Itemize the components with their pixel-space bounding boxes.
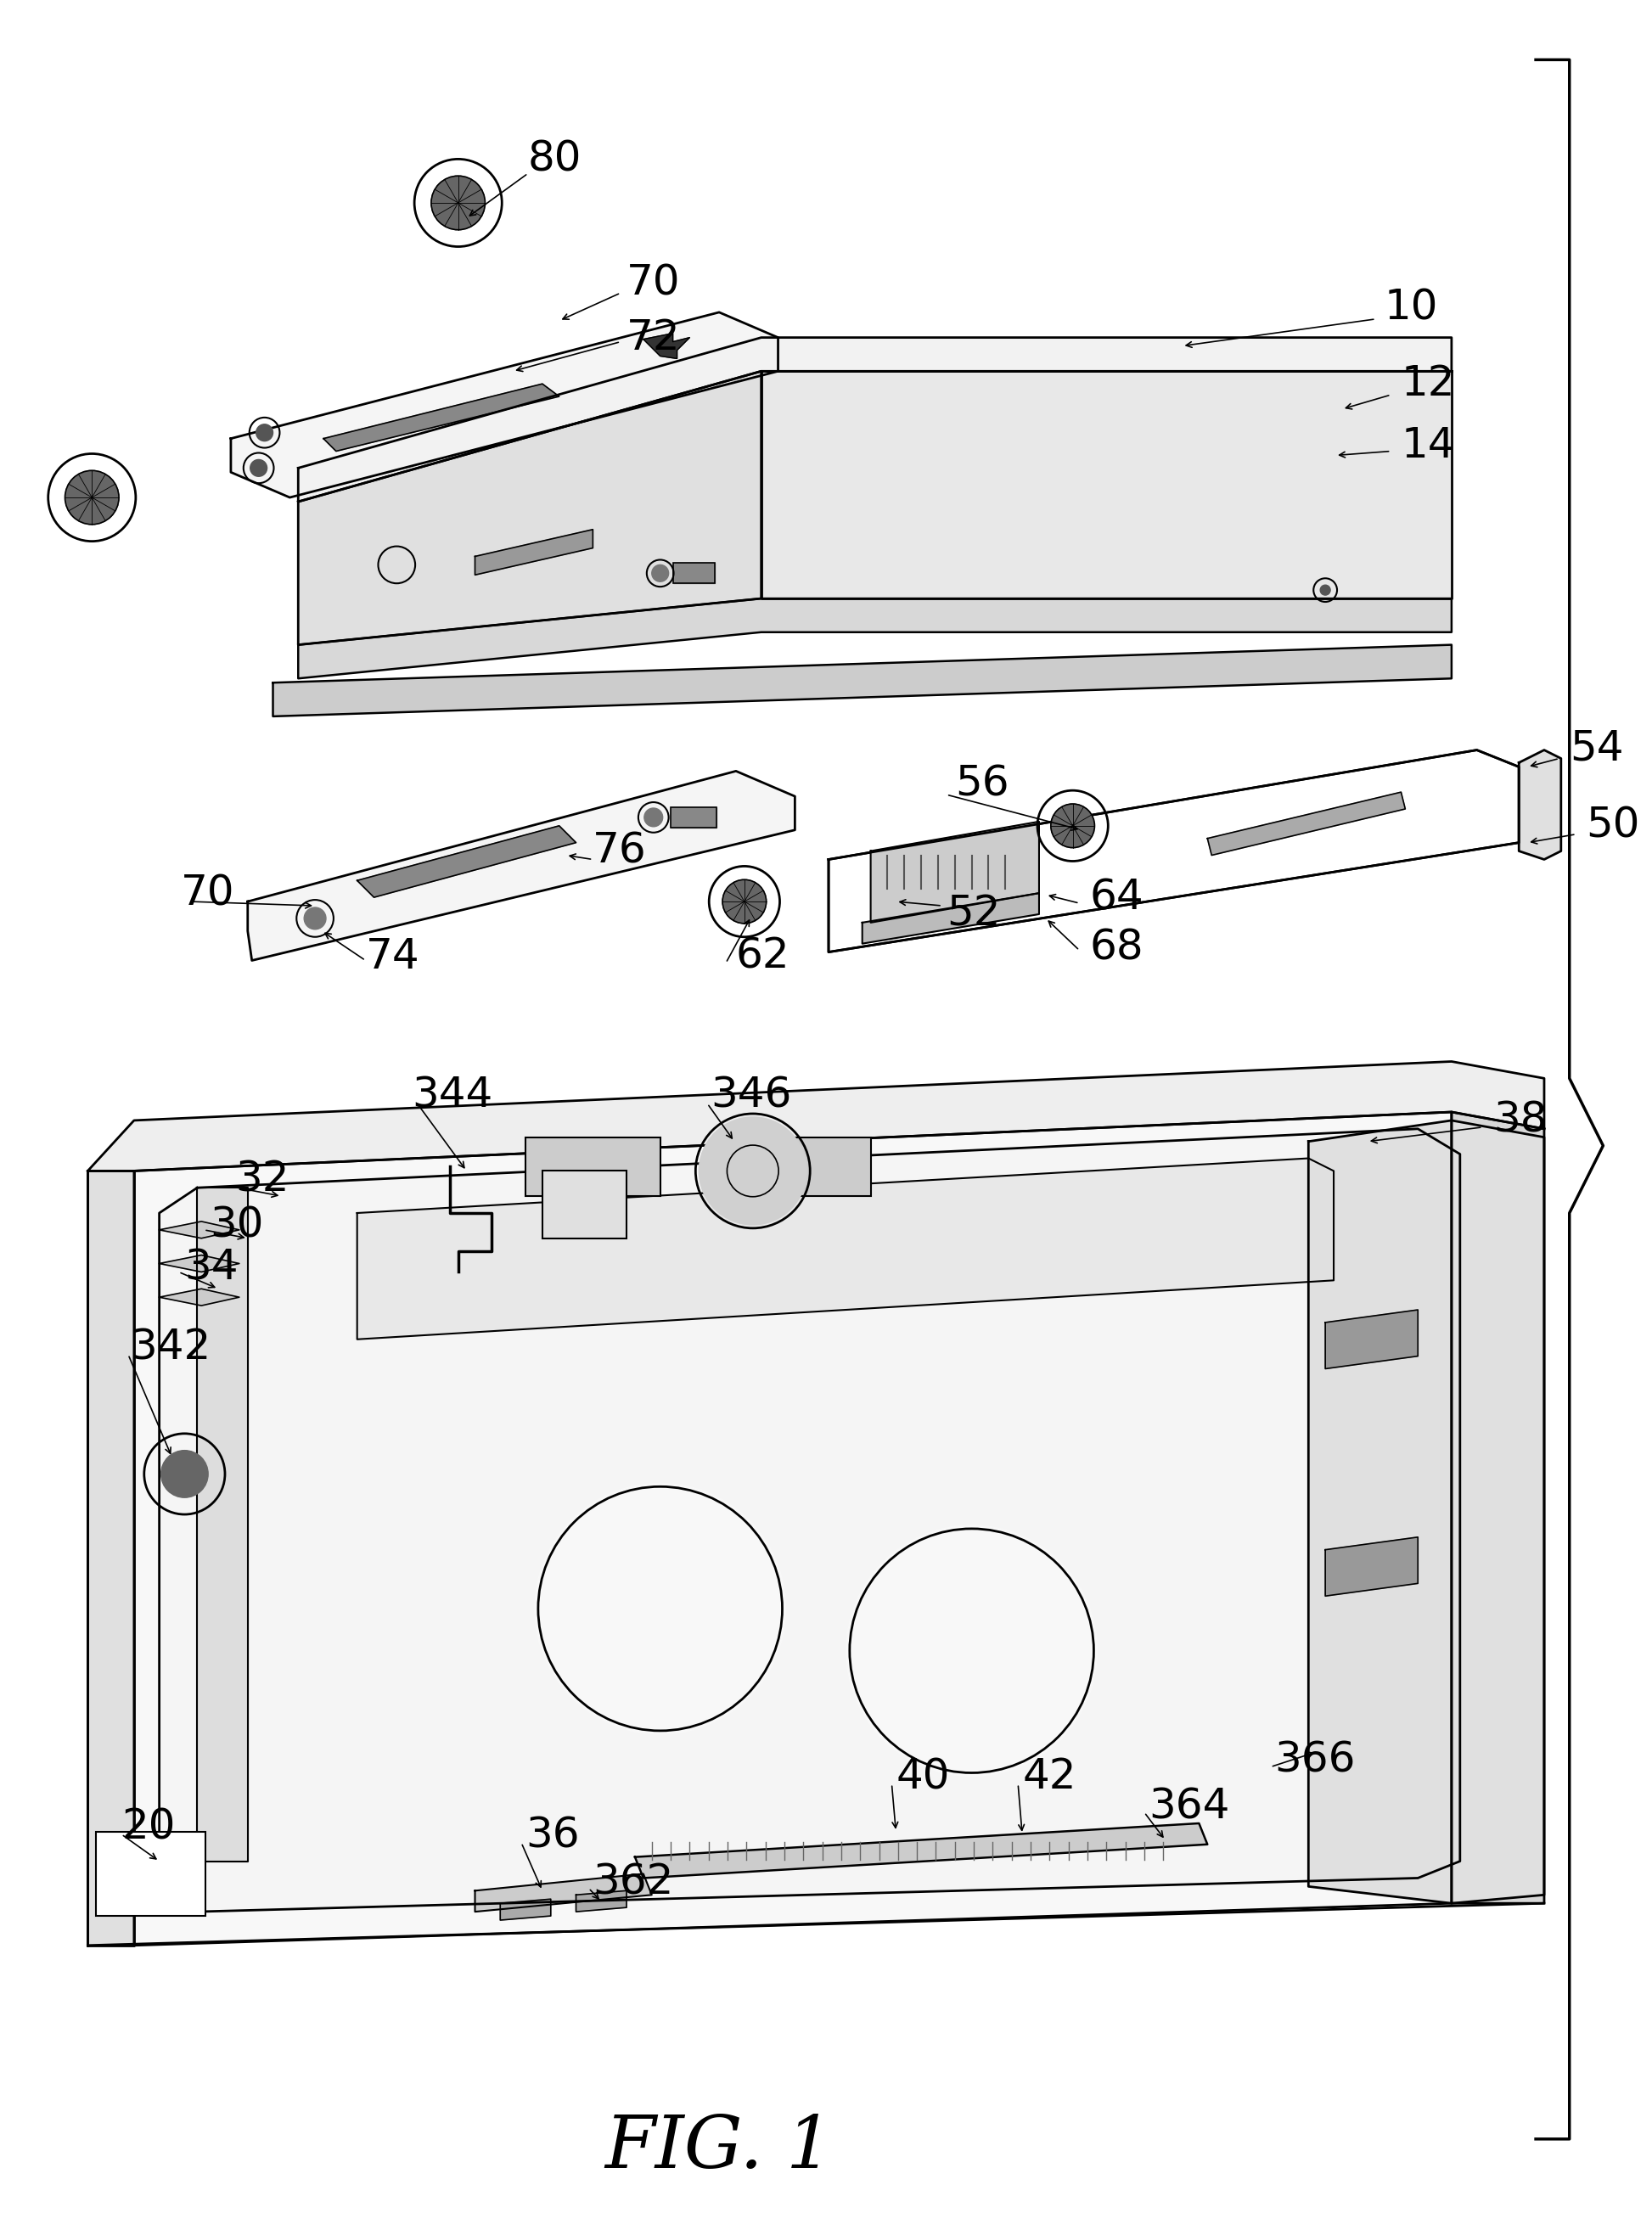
Polygon shape — [357, 825, 577, 896]
Polygon shape — [643, 334, 689, 358]
Bar — [672, 563, 715, 583]
Text: 40: 40 — [895, 1757, 950, 1797]
Polygon shape — [299, 598, 1452, 678]
Text: 56: 56 — [955, 763, 1009, 805]
Polygon shape — [197, 1188, 248, 1861]
Text: 52: 52 — [947, 894, 1001, 934]
Text: 72: 72 — [626, 318, 681, 358]
Text: 76: 76 — [593, 832, 648, 872]
Text: 362: 362 — [593, 1861, 674, 1902]
Circle shape — [160, 1450, 208, 1497]
Text: 80: 80 — [529, 138, 582, 180]
Bar — [671, 807, 717, 827]
Polygon shape — [88, 1061, 1545, 1170]
Circle shape — [1320, 585, 1330, 596]
Text: 32: 32 — [235, 1159, 289, 1199]
Bar — [672, 563, 715, 583]
Text: 366: 366 — [1275, 1739, 1356, 1781]
Text: 14: 14 — [1401, 425, 1455, 465]
Text: 64: 64 — [1090, 876, 1143, 919]
Circle shape — [699, 1116, 806, 1225]
Text: 12: 12 — [1401, 363, 1455, 405]
Circle shape — [535, 1483, 786, 1735]
Polygon shape — [159, 1254, 240, 1272]
Circle shape — [653, 565, 669, 583]
Text: 364: 364 — [1148, 1786, 1229, 1826]
Polygon shape — [159, 1221, 240, 1239]
Polygon shape — [299, 338, 1452, 503]
Bar — [762, 1136, 871, 1197]
Text: FIG. 1: FIG. 1 — [605, 2113, 833, 2182]
Polygon shape — [871, 821, 1039, 923]
Polygon shape — [1208, 792, 1406, 856]
Polygon shape — [862, 894, 1039, 943]
Bar — [542, 1170, 626, 1239]
Polygon shape — [634, 1824, 1208, 1877]
Polygon shape — [324, 385, 558, 451]
Polygon shape — [88, 1170, 134, 1946]
Polygon shape — [1308, 1121, 1545, 1904]
Polygon shape — [1452, 1112, 1545, 1904]
Text: 342: 342 — [131, 1328, 211, 1368]
Text: 344: 344 — [411, 1074, 492, 1116]
Polygon shape — [1325, 1537, 1417, 1597]
Polygon shape — [299, 371, 762, 645]
Polygon shape — [159, 1288, 240, 1305]
Text: 10: 10 — [1384, 287, 1439, 329]
Circle shape — [304, 907, 325, 930]
Polygon shape — [476, 529, 593, 576]
Text: 62: 62 — [737, 936, 790, 976]
Bar — [525, 1136, 661, 1197]
Text: 70: 70 — [626, 262, 681, 302]
Text: 50: 50 — [1586, 805, 1640, 845]
Circle shape — [644, 807, 662, 827]
Circle shape — [722, 881, 767, 923]
Polygon shape — [762, 371, 1452, 598]
Text: 70: 70 — [180, 872, 235, 914]
Polygon shape — [159, 1130, 1460, 1913]
Text: 36: 36 — [525, 1815, 580, 1857]
Text: 38: 38 — [1493, 1101, 1548, 1141]
Polygon shape — [501, 1899, 550, 1919]
Text: 34: 34 — [185, 1248, 238, 1288]
Polygon shape — [1325, 1310, 1417, 1368]
Polygon shape — [134, 1112, 1452, 1946]
Polygon shape — [476, 1875, 653, 1913]
Polygon shape — [357, 1159, 1333, 1339]
Text: 20: 20 — [121, 1808, 175, 1848]
Text: 346: 346 — [710, 1074, 791, 1116]
Text: 42: 42 — [1023, 1757, 1075, 1797]
Polygon shape — [577, 1890, 626, 1913]
Circle shape — [256, 425, 273, 440]
Polygon shape — [1518, 749, 1561, 858]
Polygon shape — [231, 311, 778, 498]
Bar — [96, 1833, 205, 1915]
Circle shape — [64, 471, 119, 525]
Circle shape — [1051, 803, 1095, 847]
Text: 68: 68 — [1090, 927, 1143, 967]
Polygon shape — [273, 645, 1452, 716]
Circle shape — [249, 460, 268, 476]
Text: 74: 74 — [365, 936, 420, 976]
Circle shape — [431, 176, 486, 229]
Polygon shape — [248, 772, 795, 961]
Text: 30: 30 — [210, 1205, 264, 1245]
Circle shape — [846, 1526, 1097, 1777]
Text: 54: 54 — [1569, 727, 1624, 770]
Bar — [671, 807, 717, 827]
